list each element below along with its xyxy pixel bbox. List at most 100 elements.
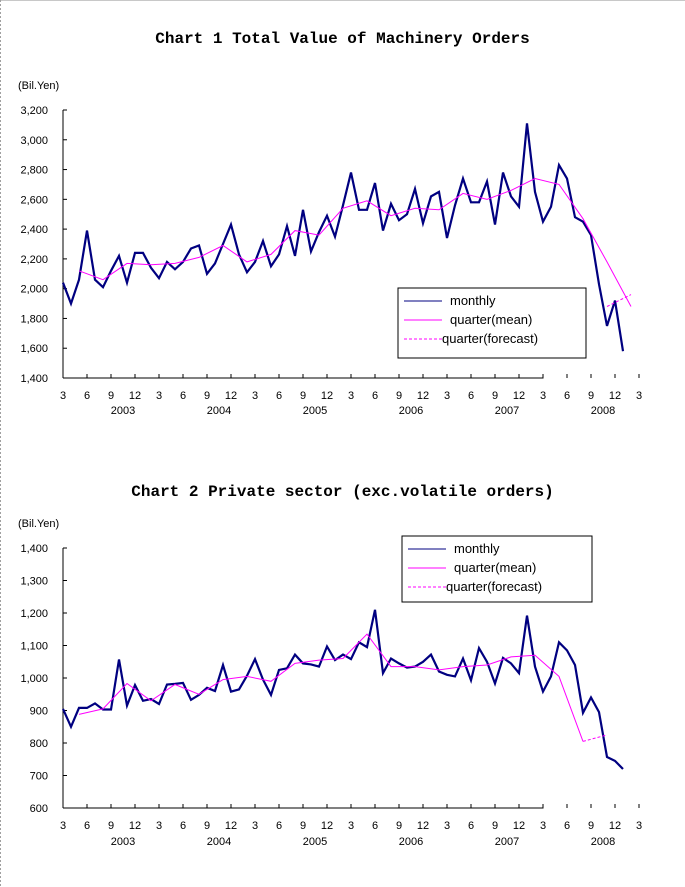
- chart1-y-tick-label: 2,000: [20, 284, 48, 296]
- page-border-top: [0, 0, 685, 1]
- chart2-y-tick-label: 900: [30, 706, 48, 718]
- chart2-year-label: 2006: [399, 836, 423, 848]
- chart2-x-tick-label: 6: [372, 820, 378, 832]
- chart2-x-tick-label: 3: [156, 820, 162, 832]
- chart1-unit-label: (Bil.Yen): [18, 80, 60, 92]
- chart1-x-tick-label: 9: [300, 390, 306, 402]
- chart1-series-quarter-forecast: [606, 294, 632, 307]
- chart2-unit-label: (Bil.Yen): [18, 518, 60, 530]
- chart2-x-tick-label: 3: [444, 820, 450, 832]
- chart1-x-tick-label: 3: [636, 390, 642, 402]
- chart1-x-tick-label: 9: [396, 390, 402, 402]
- chart2-x-tick-label: 9: [396, 820, 402, 832]
- chart1-x-tick-label: 6: [180, 390, 186, 402]
- chart2-legend-label: monthly: [454, 541, 500, 556]
- chart1-y-tick-label: 2,800: [20, 165, 48, 177]
- chart2-x-tick-label: 9: [492, 820, 498, 832]
- chart1-y-tick-label: 3,200: [20, 105, 48, 117]
- chart2-x-tick-label: 9: [300, 820, 306, 832]
- chart1-x-tick-label: 6: [468, 390, 474, 402]
- chart1-x-tick-label: 3: [444, 390, 450, 402]
- chart2-x-tick-label: 3: [252, 820, 258, 832]
- chart1-year-label: 2005: [303, 405, 327, 417]
- chart1-year-label: 2004: [207, 405, 231, 417]
- chart2-x-tick-label: 9: [204, 820, 210, 832]
- chart1-x-tick-label: 3: [156, 390, 162, 402]
- chart2-x-tick-label: 3: [348, 820, 354, 832]
- chart2-x-tick-label: 3: [60, 820, 66, 832]
- chart2-series-monthly: [61, 609, 624, 770]
- chart1-x-tick-label: 9: [204, 390, 210, 402]
- chart1-x-tick-label: 3: [540, 390, 546, 402]
- chart2-y-tick-label: 1,200: [20, 608, 48, 620]
- chart1-x-tick-label: 12: [321, 390, 333, 402]
- page-border-left: [0, 0, 1, 887]
- chart2-y-tick-label: 1,300: [20, 576, 48, 588]
- chart1-series-monthly: [61, 123, 625, 352]
- chart2-x-tick-label: 12: [321, 820, 333, 832]
- chart2-y-tick-label: 700: [30, 771, 48, 783]
- chart2-x-tick-label: 12: [129, 820, 141, 832]
- chart2-year-label: 2008: [591, 836, 615, 848]
- chart1-y-tick-label: 1,400: [20, 373, 48, 385]
- chart1-legend-label: quarter(forecast): [442, 331, 538, 346]
- chart2-y-tick-label: 1,000: [20, 673, 48, 685]
- chart2-series-quarter-mean: [78, 633, 584, 742]
- chart2-x-tick-label: 12: [225, 820, 237, 832]
- chart1-y-tick-label: 1,600: [20, 343, 48, 355]
- chart1-x-tick-label: 6: [564, 390, 570, 402]
- chart2-year-label: 2005: [303, 836, 327, 848]
- chart2-legend-label: quarter(forecast): [446, 579, 542, 594]
- chart2-x-tick-label: 6: [564, 820, 570, 832]
- chart2-y-tick-label: 800: [30, 738, 48, 750]
- chart1-x-tick-label: 12: [225, 390, 237, 402]
- chart2-x-tick-label: 12: [609, 820, 621, 832]
- chart2-year-label: 2004: [207, 836, 231, 848]
- chart1-y-tick-label: 2,200: [20, 254, 48, 266]
- chart1-y-tick-label: 3,000: [20, 135, 48, 147]
- chart1-y-tick-label: 2,400: [20, 224, 48, 236]
- chart2-year-label: 2007: [495, 836, 519, 848]
- chart1-x-tick-label: 9: [588, 390, 594, 402]
- chart2-y-tick-label: 1,400: [20, 543, 48, 555]
- chart1-x-tick-label: 12: [513, 390, 525, 402]
- chart2-y-tick-label: 600: [30, 803, 48, 815]
- chart2-x-tick-label: 12: [513, 820, 525, 832]
- chart2-x-tick-label: 9: [588, 820, 594, 832]
- chart2-x-tick-label: 6: [276, 820, 282, 832]
- chart2-x-tick-label: 9: [108, 820, 114, 832]
- chart2-x-tick-label: 3: [636, 820, 642, 832]
- chart1-x-tick-label: 3: [252, 390, 258, 402]
- chart1-x-tick-label: 3: [348, 390, 354, 402]
- chart2-legend-label: quarter(mean): [454, 560, 536, 575]
- chart2-title: Chart 2 Private sector (exc.volatile ord…: [131, 483, 554, 501]
- chart2-x-tick-label: 3: [540, 820, 546, 832]
- chart2-x-tick-label: 12: [417, 820, 429, 832]
- chart1-x-tick-label: 12: [609, 390, 621, 402]
- chart1-legend-label: monthly: [450, 293, 496, 308]
- chart2-x-tick-label: 6: [468, 820, 474, 832]
- chart1-x-tick-label: 9: [492, 390, 498, 402]
- chart2-x-tick-label: 6: [84, 820, 90, 832]
- chart1-x-tick-label: 12: [129, 390, 141, 402]
- chart2-legend-box: [401, 535, 593, 603]
- chart1-year-label: 2003: [111, 405, 135, 417]
- chart1-x-tick-label: 3: [60, 390, 66, 402]
- chart1-x-tick-label: 12: [417, 390, 429, 402]
- chart1-y-tick-label: 2,600: [20, 194, 48, 206]
- chart1-title: Chart 1 Total Value of Machinery Orders: [155, 30, 530, 48]
- chart1-x-tick-label: 6: [84, 390, 90, 402]
- chart1-y-tick-label: 1,800: [20, 313, 48, 325]
- chart1-year-label: 2006: [399, 405, 423, 417]
- chart2-y-tick-label: 1,100: [20, 641, 48, 653]
- chart2-series-quarter-forecast: [582, 734, 608, 742]
- chart1-series-quarter-mean: [78, 177, 632, 307]
- chart1-legend-box: [397, 287, 587, 359]
- chart2-x-tick-label: 6: [180, 820, 186, 832]
- chart2-year-label: 2003: [111, 836, 135, 848]
- chart1-year-label: 2008: [591, 405, 615, 417]
- chart1-year-label: 2007: [495, 405, 519, 417]
- chart1-x-tick-label: 6: [372, 390, 378, 402]
- chart1-x-tick-label: 9: [108, 390, 114, 402]
